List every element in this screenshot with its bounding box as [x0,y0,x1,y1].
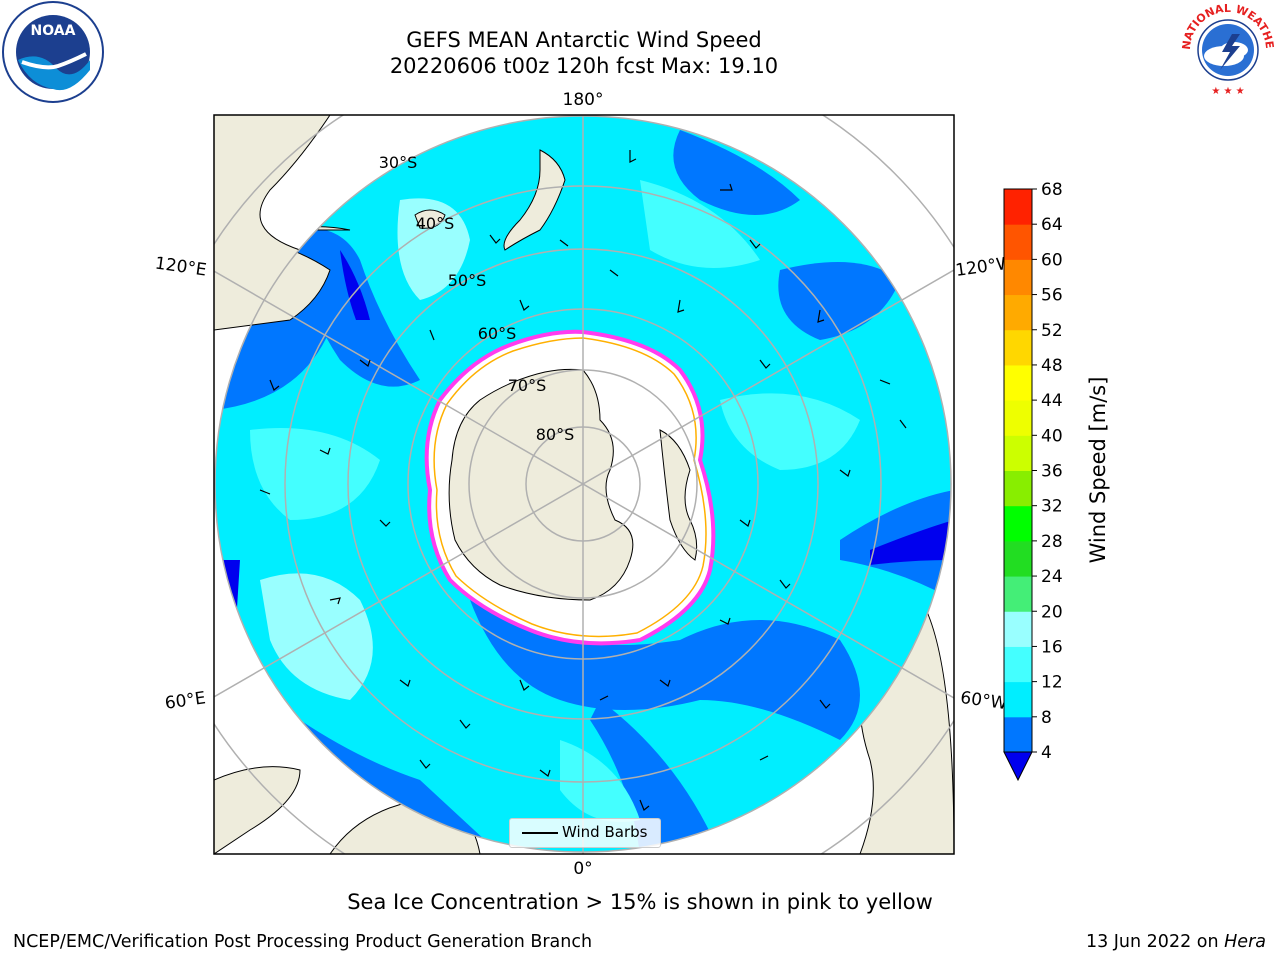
colorbar-tick-label: 32 [1041,497,1063,517]
colorbar-tick-label: 48 [1041,356,1063,376]
lon-label-60e: 60°E [164,688,207,713]
colorbar-tick-label: 36 [1041,462,1063,482]
lat-label-50s: 50°S [448,271,487,290]
colorbar-tick-label: 12 [1041,673,1063,693]
lat-label-60s: 60°S [478,324,517,343]
colorbar-tick-label: 40 [1041,426,1063,446]
colorbar-tick-label: 60 [1041,250,1063,270]
noaa-logo-icon: NOAA [2,1,104,103]
colorbar-segment [1004,505,1032,542]
sea-ice-note: Sea Ice Concentration > 15% is shown in … [347,890,933,914]
colorbar-segment [1004,716,1032,753]
colorbar-segment [1004,364,1032,401]
colorbar-segment [1004,294,1032,331]
lat-label-80s: 80°S [536,425,575,444]
colorbar-tick-label: 52 [1041,321,1063,341]
colorbar-tick-label: 28 [1041,532,1063,552]
footer-date-text: 13 Jun 2022 on [1085,932,1225,952]
lat-label-40s: 40°S [416,214,455,233]
map-title: GEFS MEAN Antarctic Wind Speed [406,28,762,52]
svg-text:★ ★ ★: ★ ★ ★ [1211,86,1244,97]
lon-label-60w: 60°W [959,688,1008,714]
colorbar-tick-label: 20 [1041,602,1063,622]
wind-barbs [259,150,907,811]
colorbar-segment [1004,611,1032,647]
colorbar-segment [1004,259,1032,296]
lon-label-180: 180° [563,90,604,110]
colorbar-tick-label: 16 [1041,637,1063,657]
colorbar-segment [1004,470,1032,507]
colorbar-tick-label: 56 [1041,286,1063,306]
wind-barb-legend-line-icon [522,832,558,834]
colorbar-segment [1004,224,1032,260]
map-legend: Wind Barbs [509,818,661,848]
colorbar-tick-label: 68 [1041,180,1063,200]
map-border [213,114,955,855]
national-weather-service-logo-icon: NATIONAL WEATHER SERVICE ★ ★ ★ [1176,0,1276,97]
lat-label-30s: 30°S [379,153,418,172]
lat-label-70s: 70°S [508,376,547,395]
colorbar-tick-label: 24 [1041,567,1063,587]
colorbar-extend-arrow [1003,751,1033,782]
legend-label: Wind Barbs [562,823,648,841]
colorbar-tick-label: 44 [1041,391,1063,411]
colorbar-segment [1004,400,1032,436]
lon-label-120e: 120°E [154,254,208,281]
colorbar-tick-label: 8 [1041,708,1052,728]
footer-credit: NCEP/EMC/Verification Post Processing Pr… [13,932,593,952]
lon-label-0: 0° [573,859,592,879]
footer-host: Hera [1224,932,1266,952]
footer-date: 13 Jun 2022 on Hera [1086,932,1266,952]
colorbar-label: Wind Speed [m/s] [1086,376,1110,564]
colorbar-segment [1004,646,1032,683]
colorbar-segment [1004,681,1032,718]
noaa-logo-text: NOAA [31,23,76,39]
colorbar-tick-label: 64 [1041,215,1063,235]
colorbar-tick-label: 4 [1041,743,1052,763]
colorbar-segment [1004,435,1032,471]
map-subtitle: 20220606 t00z 120h fcst Max: 19.10 [389,54,779,78]
colorbar-segment [1004,189,1032,225]
colorbar-segment [1004,576,1032,612]
colorbar-segment [1004,329,1032,366]
colorbar-segment [1004,540,1032,577]
graticule [214,115,954,854]
